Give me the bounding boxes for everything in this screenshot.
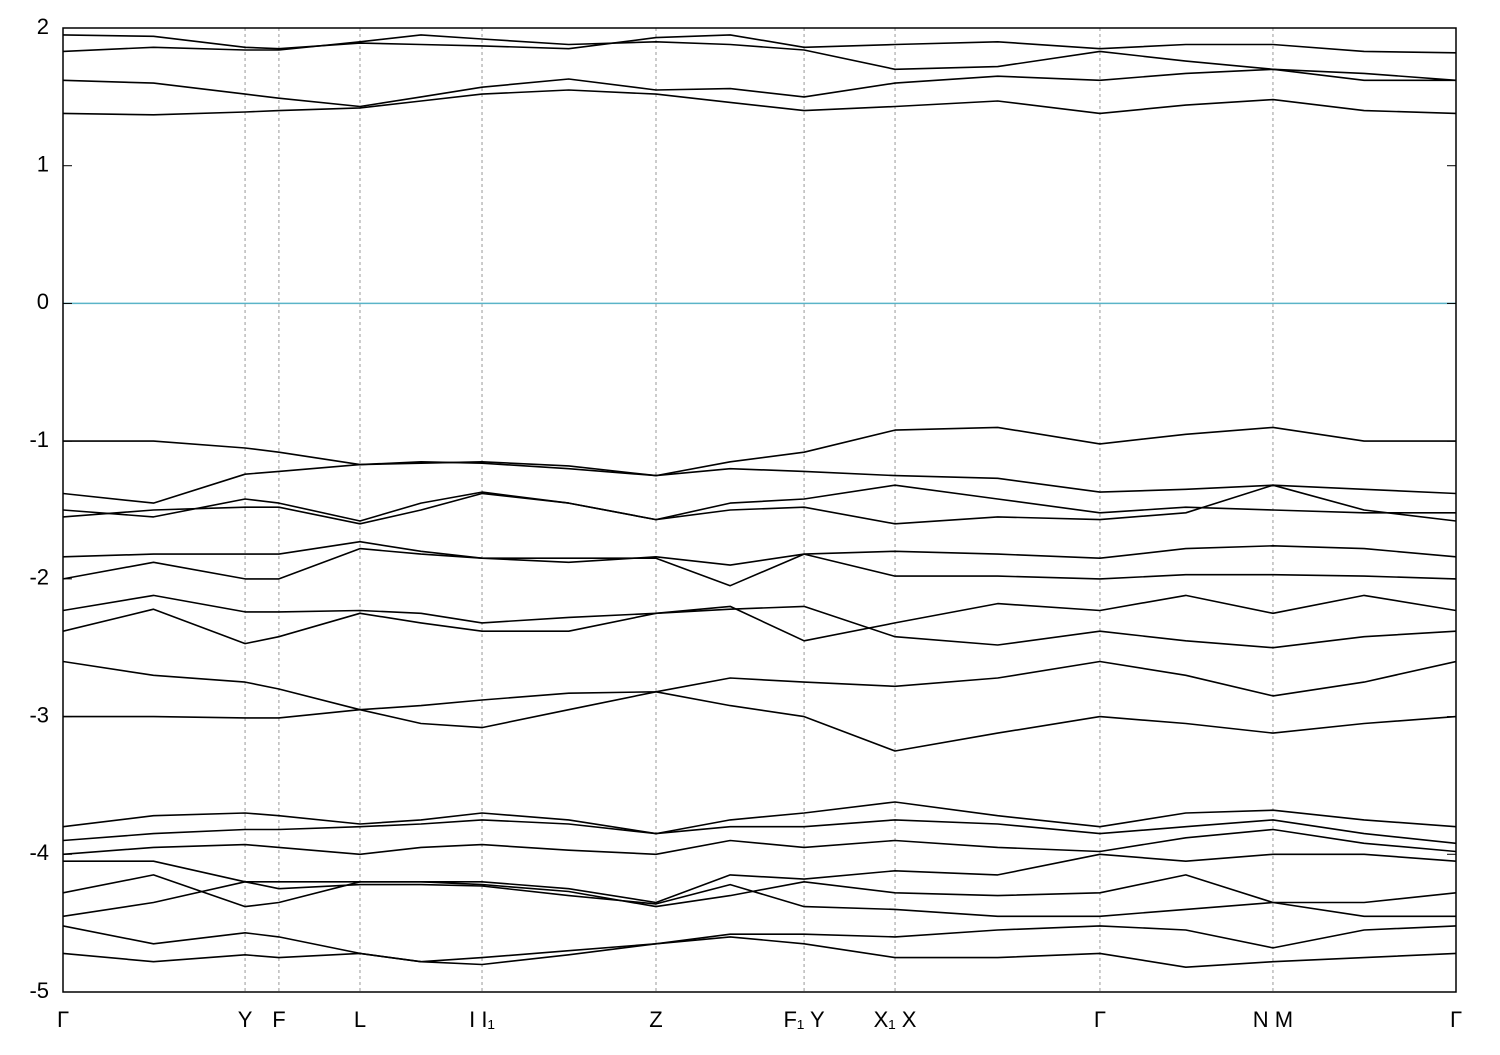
band-line	[63, 881, 1456, 918]
band-line	[63, 801, 1456, 835]
band-line	[63, 874, 1456, 908]
x-tick-label: L	[354, 1007, 366, 1032]
plot-border	[62, 27, 1457, 993]
band-line	[63, 540, 1456, 566]
y-tick-label: 2	[37, 14, 49, 39]
band-line	[63, 660, 1456, 711]
x-tick-label: Γ	[1450, 1007, 1462, 1032]
y-tick-label: 0	[37, 289, 49, 314]
y-tick-label: -5	[29, 978, 49, 1003]
band-line	[63, 34, 1456, 82]
y-tick-label: -4	[29, 840, 49, 865]
band-line	[63, 936, 1456, 968]
band-line	[63, 547, 1456, 587]
x-tick-label: X₁ X	[874, 1007, 917, 1032]
x-tick-label: Z	[649, 1007, 662, 1032]
band-line	[63, 89, 1456, 116]
band-line	[63, 426, 1456, 477]
band-line	[63, 34, 1456, 54]
band-line	[63, 484, 1456, 525]
band-line	[63, 484, 1456, 522]
band-line	[63, 819, 1456, 845]
band-line	[63, 691, 1456, 752]
y-tick-label: 1	[37, 152, 49, 177]
y-tick-label: -3	[29, 702, 49, 727]
x-tick-label: I I₁	[469, 1007, 495, 1032]
x-tick-label: F	[272, 1007, 285, 1032]
plot-area	[63, 28, 1456, 992]
band-line	[63, 925, 1456, 963]
x-tick-label: Γ	[57, 1007, 69, 1032]
band-line	[63, 605, 1456, 649]
band-line	[63, 828, 1456, 856]
x-tick-label: Y	[238, 1007, 253, 1032]
x-tick-label: N M	[1253, 1007, 1293, 1032]
band-line	[63, 68, 1456, 108]
x-tick-label: Γ	[1094, 1007, 1106, 1032]
band-line	[63, 594, 1456, 642]
y-tick-label: -1	[29, 427, 49, 452]
band-line	[63, 461, 1456, 504]
x-tick-label: F₁ Y	[783, 1007, 825, 1032]
band-line	[63, 853, 1456, 904]
y-tick-label: -2	[29, 565, 49, 590]
